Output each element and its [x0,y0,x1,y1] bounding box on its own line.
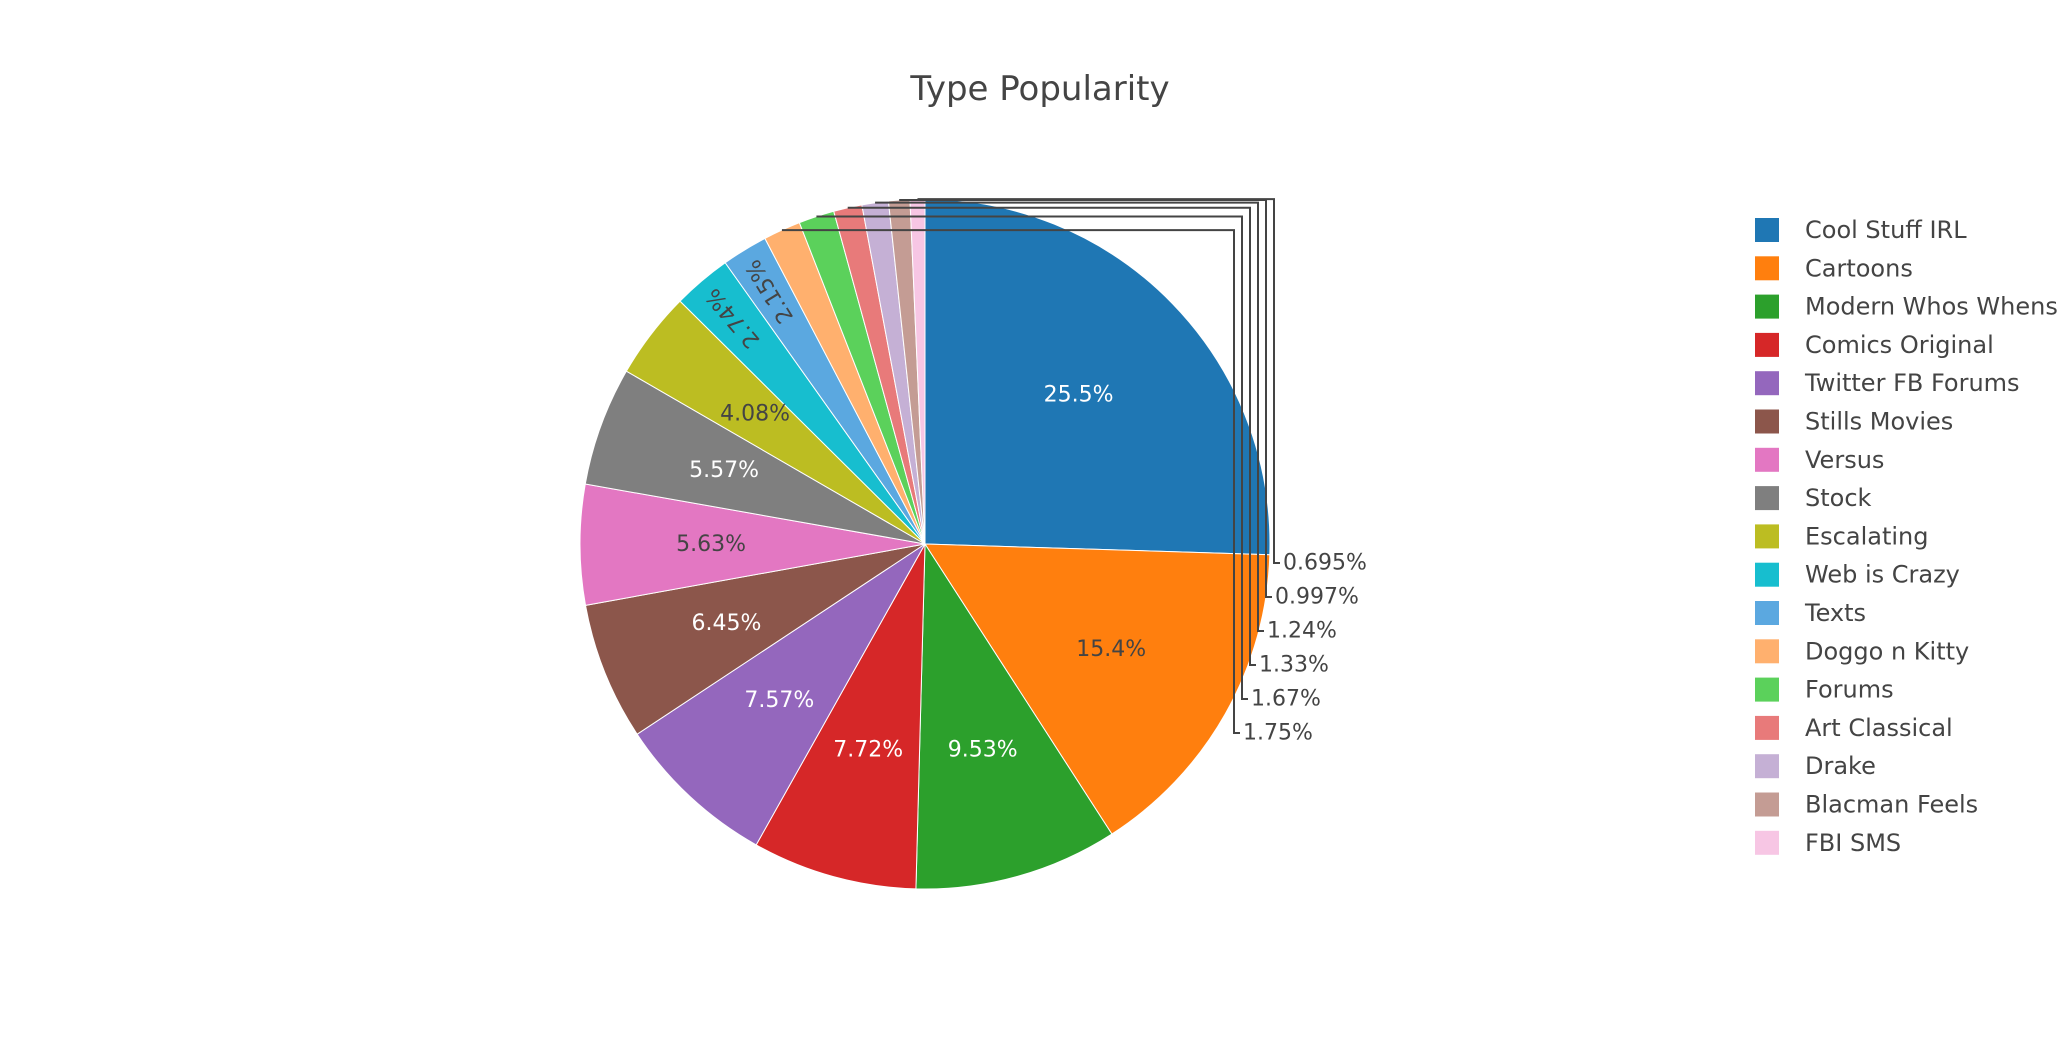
slice-label-fbi-sms: 0.695% [1283,551,1367,576]
legend-item-web-is-crazy[interactable]: Web is Crazy [1755,561,1960,589]
legend-item-doggo-n-kitty[interactable]: Doggo n Kitty [1755,637,1969,665]
legend-label: Forums [1805,676,1894,704]
legend-item-stills-movies[interactable]: Stills Movies [1755,408,1953,436]
legend-swatch [1755,447,1779,472]
slice-label-stock: 5.57% [689,458,759,483]
legend-swatch [1755,371,1779,396]
legend-label: FBI SMS [1805,829,1901,857]
slice-leader-drake [875,201,1264,632]
legend-swatch [1755,332,1779,357]
legend-swatch [1755,218,1779,242]
pie-slice-twitter-fb-forums [636,543,926,846]
legend-swatch [1755,294,1779,319]
pie-slice-stills-movies [584,543,926,735]
legend-item-stock[interactable]: Stock [1755,484,1872,512]
legend-label: Cartoons [1805,254,1913,282]
legend-swatch [1755,524,1779,549]
slice-label-versus: 5.63% [676,532,746,557]
legend-item-fbi-sms[interactable]: FBI SMS [1755,829,1901,857]
legend-swatch [1755,256,1779,281]
pie-slice-modern-whos-whens [915,542,1113,890]
legend-label: Drake [1805,752,1876,780]
legend-item-forums[interactable]: Forums [1755,676,1894,704]
slice-label-blacman-feels: 0.997% [1275,585,1359,610]
legend-item-blacman-feels[interactable]: Blacman Feels [1755,791,1978,819]
chart-title: Type Popularity [909,69,1169,109]
legend-swatch [1755,792,1779,817]
legend-item-versus[interactable]: Versus [1755,446,1884,474]
slice-label-stills-movies: 6.45% [692,611,762,636]
legend-swatch [1755,830,1779,855]
pie-slice-cool-stuff-irl [924,198,1271,556]
legend-label: Versus [1805,446,1884,474]
slice-label-escalating: 4.08% [720,402,790,427]
legend-label: Texts [1804,599,1866,627]
slice-leader-forums [816,215,1248,700]
legend-item-comics-original[interactable]: Comics Original [1755,331,1994,359]
slice-label-art-classical: 1.33% [1259,653,1329,678]
slice-label-twitter-fb-forums: 7.57% [744,688,814,713]
legend-item-twitter-fb-forums[interactable]: Twitter FB Forums [1755,369,2020,397]
legend-item-modern-whos-whens[interactable]: Modern Whos Whens [1755,293,2058,321]
pie-slice-comics-original [755,543,926,890]
legend-label: Escalating [1805,522,1928,550]
legend: Cool Stuff IRL Cartoons Modern Whos Whens C… [1755,216,2058,857]
legend-item-cartoons[interactable]: Cartoons [1755,254,1913,282]
slice-label-modern-whos-whens: 9.53% [948,737,1018,762]
legend-swatch [1755,677,1779,702]
legend-item-drake[interactable]: Drake [1755,752,1876,780]
slice-label-comics-original: 7.72% [833,738,903,763]
legend-label: Blacman Feels [1805,791,1978,819]
slice-leader-doggo-n-kitty [781,229,1240,734]
legend-label: Twitter FB Forums [1804,369,2020,397]
legend-label: Art Classical [1805,714,1953,742]
legend-item-cool-stuff-irl[interactable]: Cool Stuff IRL [1755,216,1967,244]
legend-item-art-classical[interactable]: Art Classical [1755,714,1953,742]
slice-label-cool-stuff-irl: 25.5% [1044,383,1114,408]
legend-swatch [1755,639,1779,664]
legend-swatch [1755,486,1779,511]
legend-swatch [1755,754,1779,779]
legend-label: Stock [1805,484,1872,512]
legend-label: Modern Whos Whens [1805,293,2058,321]
slice-label-forums: 1.67% [1251,687,1321,712]
slice-leader-fbi-sms [917,198,1280,564]
legend-item-texts[interactable]: Texts [1755,599,1866,627]
legend-swatch [1755,562,1779,587]
legend-label: Web is Crazy [1805,561,1960,589]
slice-label-cartoons: 15.4% [1076,637,1146,662]
legend-item-escalating[interactable]: Escalating [1755,522,1928,550]
slice-label-drake: 1.24% [1267,619,1337,644]
pie-slices [579,198,1271,890]
slice-leader-art-classical [847,206,1256,666]
legend-swatch [1755,601,1779,625]
legend-label: Comics Original [1805,331,1994,359]
legend-label: Stills Movies [1805,408,1953,436]
legend-swatch [1755,715,1779,740]
legend-label: Cool Stuff IRL [1805,216,1967,244]
slice-label-doggo-n-kitty: 1.75% [1243,721,1313,746]
legend-swatch [1755,409,1779,434]
legend-label: Doggo n Kitty [1805,637,1969,665]
